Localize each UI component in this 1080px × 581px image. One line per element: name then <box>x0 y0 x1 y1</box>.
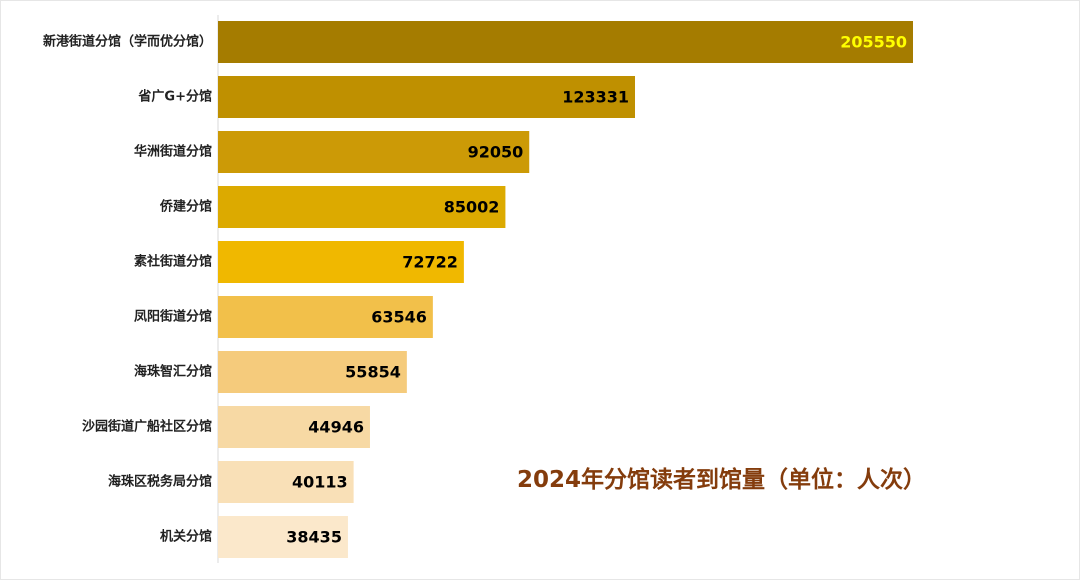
category-label: 沙园街道广船社区分馆 <box>82 419 212 435</box>
bar <box>218 241 464 283</box>
data-label: 72722 <box>402 253 458 272</box>
bar <box>218 516 348 558</box>
bar <box>218 131 530 173</box>
category-label: 机关分馆 <box>160 529 212 545</box>
data-label: 44946 <box>308 418 364 437</box>
chart-title: 2024年分馆读者到馆量（单位：人次） <box>517 467 927 493</box>
data-label: 55854 <box>345 363 401 382</box>
category-label: 侨建分馆 <box>159 199 212 215</box>
bar <box>218 461 354 503</box>
category-label: 素社街道分馆 <box>134 254 212 270</box>
data-label: 205550 <box>840 33 907 52</box>
category-label: 新港街道分馆（学而优分馆） <box>43 34 212 50</box>
bar <box>218 351 407 393</box>
data-label: 38435 <box>286 528 342 547</box>
data-label: 92050 <box>468 143 524 162</box>
bar <box>218 21 913 63</box>
category-label: 凤阳街道分馆 <box>134 309 212 325</box>
data-label: 40113 <box>292 473 348 492</box>
category-label: 海珠区税务局分馆 <box>108 474 212 490</box>
bar <box>218 406 370 448</box>
bar <box>218 76 636 118</box>
category-label: 海珠智汇分馆 <box>134 364 212 380</box>
data-label: 123331 <box>562 88 629 107</box>
category-label: 省广G+分馆 <box>137 89 212 105</box>
bar <box>218 186 506 228</box>
category-label: 华洲街道分馆 <box>134 144 212 160</box>
data-label: 63546 <box>371 308 427 327</box>
data-label: 85002 <box>444 198 500 217</box>
bar <box>218 296 433 338</box>
